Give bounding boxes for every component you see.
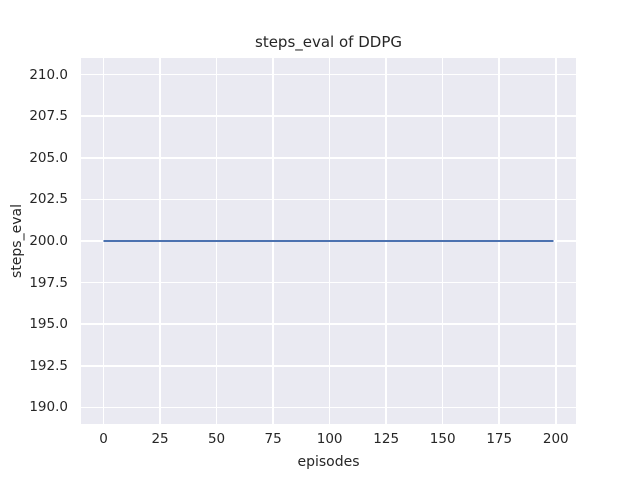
x-axis-label: episodes — [297, 454, 360, 470]
y-tick-label: 195.0 — [29, 316, 68, 333]
x-tick-label: 200 — [542, 431, 569, 447]
plot-area — [81, 58, 576, 424]
y-tick-label: 205.0 — [29, 149, 68, 166]
y-tick-label: 197.5 — [29, 274, 68, 291]
y-tick-label: 190.0 — [29, 399, 68, 416]
y-tick-label: 200.0 — [29, 233, 68, 249]
y-gridline — [81, 115, 576, 117]
y-gridline — [81, 406, 576, 409]
x-tick-label: 175 — [486, 431, 513, 447]
y-tick-label: 207.5 — [29, 108, 68, 125]
y-tick-label: 192.5 — [29, 357, 68, 374]
x-tick-label: 25 — [151, 431, 169, 447]
x-tick-label: 125 — [373, 431, 400, 447]
y-gridline — [81, 323, 576, 325]
y-gridline — [81, 157, 576, 159]
x-tick-label: 75 — [264, 431, 282, 447]
y-gridline — [81, 73, 576, 76]
x-tick-label: 50 — [207, 431, 226, 447]
y-gridline — [81, 365, 576, 367]
y-gridline — [81, 198, 576, 201]
y-tick-label: 210.0 — [29, 66, 68, 83]
y-tick-label: 202.5 — [29, 191, 68, 208]
x-tick-label: 100 — [316, 431, 343, 447]
x-tick-label: 0 — [99, 431, 108, 447]
y-gridline — [81, 281, 576, 284]
chart-title: steps_eval of DDPG — [255, 33, 402, 51]
x-tick-label: 150 — [429, 431, 456, 447]
series-layer — [103, 240, 554, 242]
